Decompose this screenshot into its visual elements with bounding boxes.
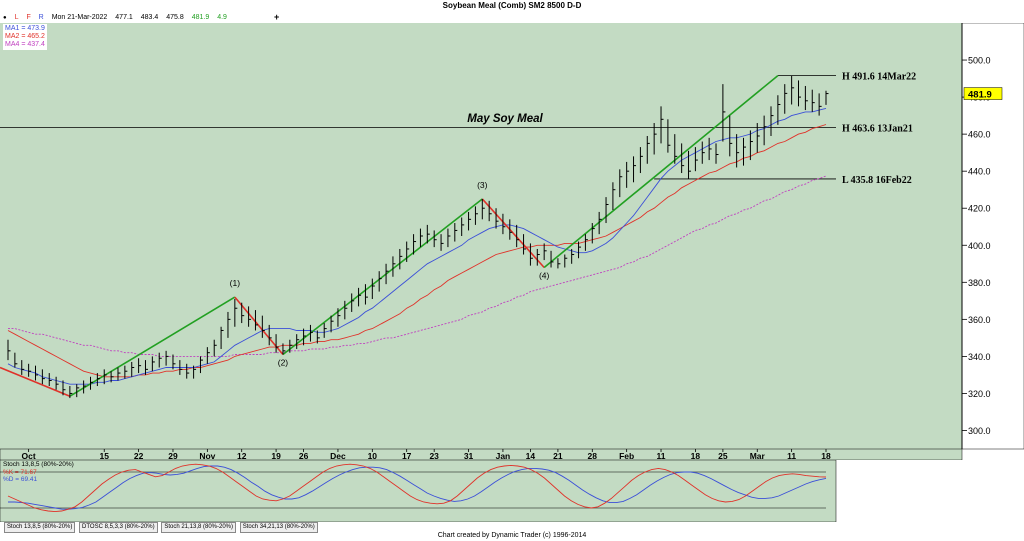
last-price-box <box>963 87 1003 100</box>
wave-label: (2) <box>278 358 289 368</box>
x-tick-label: 23 <box>429 451 439 460</box>
stoch-legend-d: %D = 69.41 <box>3 476 38 483</box>
bar-low: 475.8 <box>166 14 184 21</box>
x-tick-label: 18 <box>821 451 831 460</box>
osc-tab-stoch-21[interactable]: Stoch 21,13,8 (80%-20%) <box>161 522 237 533</box>
oscillator-tabs: Stoch 13,8,5 (80%-20%) DTOSC 8,5,3,3 (80… <box>4 522 320 533</box>
x-tick-label: 25 <box>718 451 728 460</box>
ma2-legend: MA2 = 465.2 <box>5 33 45 40</box>
ma4-line <box>8 175 827 357</box>
x-tick-label: Mar <box>750 451 766 460</box>
stoch-legend-k: %K = 71.67 <box>3 468 37 476</box>
x-tick-label: 14 <box>526 451 536 460</box>
x-tick-label: 31 <box>464 451 474 460</box>
x-tick-label: 12 <box>237 451 247 460</box>
wave-label: (3) <box>477 180 488 190</box>
level-label: H 491.6 14Mar22 <box>842 72 916 83</box>
y-tick-label: 440.0 <box>968 167 991 177</box>
toolbar-button-f[interactable]: F <box>26 14 31 21</box>
x-tick-label: 29 <box>168 451 178 460</box>
x-tick-label: 21 <box>553 451 563 460</box>
y-tick-label: 460.0 <box>968 130 991 140</box>
ma1-legend: MA1 = 473.9 <box>5 25 45 32</box>
x-tick-label: Nov <box>199 451 215 460</box>
bar-open: 477.1 <box>115 14 133 21</box>
x-tick-label: 26 <box>299 451 309 460</box>
x-tick-label: 22 <box>134 451 144 460</box>
plot-area <box>0 23 962 449</box>
chart-title: May Soy Meal <box>467 113 543 125</box>
x-tick-label: 15 <box>100 451 110 460</box>
x-tick-label: Dec <box>330 451 346 460</box>
bar-change: 4.9 <box>217 14 227 21</box>
bar-date: Mon 21-Mar-2022 <box>51 14 108 21</box>
add-plus-icon[interactable]: + <box>274 12 280 22</box>
stochastic-legend: Stoch 13,8,5 (80%-20%) %K = 71.67 %D = 6… <box>3 461 74 484</box>
level-label: H 463.6 13Jan21 <box>842 123 913 134</box>
level-label: L 435.8 16Feb22 <box>842 175 912 186</box>
trend-line <box>282 198 483 356</box>
y-tick-label: 320.0 <box>968 389 991 399</box>
x-tick-label: 17 <box>402 451 412 460</box>
trend-line <box>481 198 545 269</box>
bar-high: 483.4 <box>140 14 159 21</box>
toolbar-button-r[interactable]: R <box>38 14 44 21</box>
osc-tab-dtosc[interactable]: DTOSC 8,5,3,3 (80%-20%) <box>79 522 158 533</box>
x-tick-label: 28 <box>588 451 598 460</box>
stoch-legend-title: Stoch 13,8,5 (80%-20%) <box>3 461 74 468</box>
stochastic-panel[interactable] <box>0 460 1024 522</box>
ma1-line <box>7 107 827 385</box>
chart-footer: Chart created by Dynamic Trader (c) 1996… <box>437 532 587 539</box>
oscillator-plot-area <box>0 460 837 522</box>
last-price-label: 481.9 <box>968 90 992 101</box>
x-tick-label: 19 <box>271 451 281 460</box>
y-tick-label: 340.0 <box>968 352 991 362</box>
ma2-line <box>7 124 827 378</box>
x-tick-label: 18 <box>691 451 701 460</box>
trend-line <box>0 366 71 397</box>
bar-close: 481.9 <box>191 14 210 21</box>
price-axis <box>961 23 1024 450</box>
toolbar-dot-icon: ● <box>3 15 7 21</box>
osc-tab-stoch-13[interactable]: Stoch 13,8,5 (80%-20%) <box>4 522 76 533</box>
x-tick-label: Jan <box>496 451 511 460</box>
y-tick-label: 420.0 <box>968 204 991 214</box>
stoch-k-line <box>7 463 827 513</box>
x-tick-label: Feb <box>619 451 634 460</box>
x-tick-label: Oct <box>22 451 36 460</box>
y-tick-label: 500.0 <box>968 56 991 66</box>
trend-line <box>543 74 779 269</box>
time-axis <box>0 448 963 460</box>
wave-label: (4) <box>539 271 550 281</box>
y-tick-label: 360.0 <box>968 315 991 325</box>
osc-tab-stoch-34[interactable]: Stoch 34,21,13 (80%-20%) <box>239 522 318 533</box>
toolbar: ● L F R Mon 21-Mar-2022 477.1 483.4 475.… <box>0 12 1024 23</box>
ma-legend: MA1 = 473.9 MA2 = 465.2 MA4 = 437.4 <box>3 24 47 50</box>
x-tick-label: 10 <box>368 451 378 460</box>
chart-window-title: Soybean Meal (Comb) SM2 8500 D-D <box>442 1 582 10</box>
x-tick-label: 11 <box>657 451 666 460</box>
price-chart[interactable]: 300.0 320.0 340.0 360.0 380.0 400.0 420.0 440.0… <box>0 23 1024 460</box>
x-tick-label: 11 <box>787 451 796 460</box>
y-tick-label: 400.0 <box>968 241 991 251</box>
ma4-legend: MA4 = 437.4 <box>5 41 45 48</box>
y-tick-label: 380.0 <box>968 278 991 288</box>
trend-line <box>234 296 284 356</box>
toolbar-button-l[interactable]: L <box>14 14 19 21</box>
y-tick-label: 300.0 <box>968 426 991 436</box>
wave-label: (1) <box>230 278 241 288</box>
